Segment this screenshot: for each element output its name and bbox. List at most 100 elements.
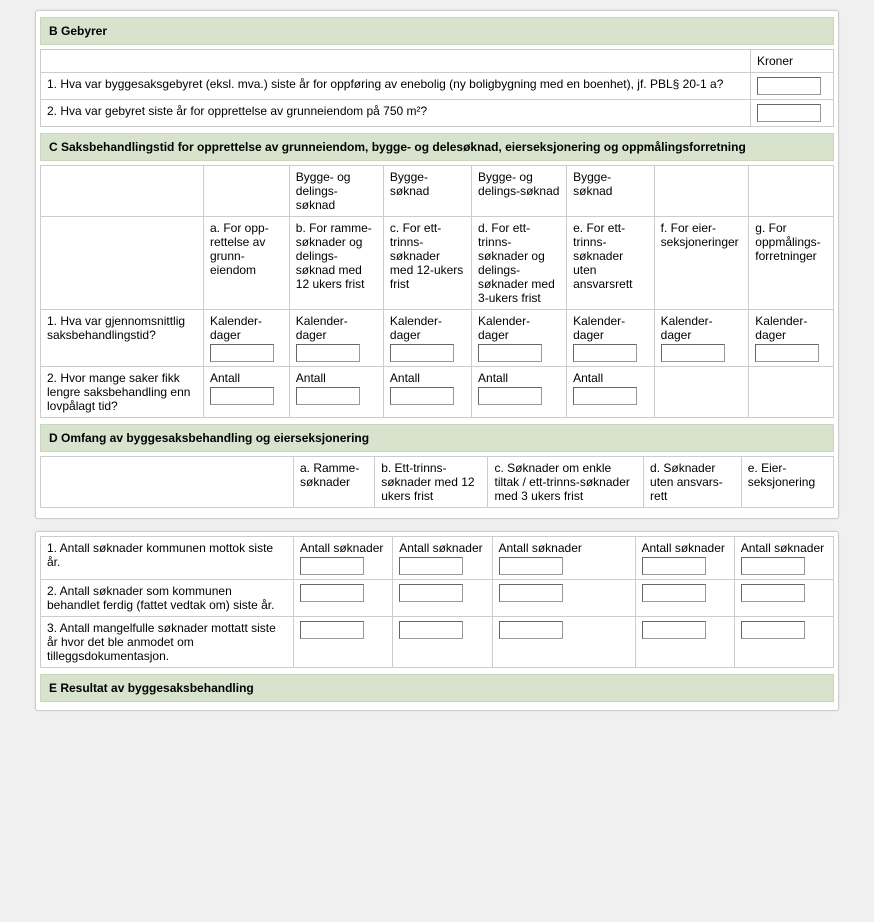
- c-r2c1-input[interactable]: [210, 387, 274, 405]
- d-r3c2: [393, 617, 492, 668]
- c-r1c1: Kalender-dager: [204, 310, 290, 367]
- c-r1c1-input[interactable]: [210, 344, 274, 362]
- section-b-header: B Gebyrer: [40, 17, 834, 45]
- d-col-b: b. Ett-trinns-søknader med 12 ukers fris…: [375, 457, 488, 508]
- panel-bottom: 1. Antall søknader kommunen mottok siste…: [35, 531, 839, 711]
- d-r2c4-input[interactable]: [642, 584, 706, 602]
- d-row2-label: 2. Antall søknader som kommunen behandle…: [41, 580, 294, 617]
- c-sub-1: a. For opp-rettelse av grunn-eiendom: [204, 217, 290, 310]
- b-row2-label: 2. Hva var gebyret siste år for opprette…: [41, 100, 751, 127]
- c-r2c5: Antall: [567, 367, 655, 418]
- c-r1c6-unit: Kalender-dager: [661, 314, 743, 342]
- c-top-1: [204, 166, 290, 217]
- table-d-body: 1. Antall søknader kommunen mottok siste…: [40, 536, 834, 668]
- b-row1-input[interactable]: [757, 77, 821, 95]
- c-top-6: [654, 166, 749, 217]
- c-top-5: Bygge-søknad: [567, 166, 655, 217]
- c-sub-2: b. For ramme-søknader og delings-søknad …: [289, 217, 383, 310]
- d-row3-label: 3. Antall mangelfulle søknader mottatt s…: [41, 617, 294, 668]
- b-row2-input-cell: [751, 100, 834, 127]
- d-r2c5-input[interactable]: [741, 584, 805, 602]
- d-r1c4-unit: Antall søknader: [642, 541, 728, 555]
- col-kroner: Kroner: [751, 50, 834, 73]
- d-r1c5: Antall søknader: [734, 537, 833, 580]
- c-r1c6: Kalender-dager: [654, 310, 749, 367]
- c-row1-label: 1. Hva var gjennomsnittlig saksbehandlin…: [41, 310, 204, 367]
- c-top-0: [41, 166, 204, 217]
- d-r2c1-input[interactable]: [300, 584, 364, 602]
- b-row1-label: 1. Hva var byggesaksgebyret (eksl. mva.)…: [41, 73, 751, 100]
- b-row1-input-cell: [751, 73, 834, 100]
- d-col-e: e. Eier-seksjonering: [741, 457, 833, 508]
- c-r2c3-unit: Antall: [390, 371, 465, 385]
- d-r3c4-input[interactable]: [642, 621, 706, 639]
- d-r1c2-input[interactable]: [399, 557, 463, 575]
- c-r1c3-unit: Kalender-dager: [390, 314, 465, 342]
- empty-cell: [41, 50, 751, 73]
- section-c-header: C Saksbehandlingstid for opprettelse av …: [40, 133, 834, 161]
- d-r1c1-input[interactable]: [300, 557, 364, 575]
- d-r1c2-unit: Antall søknader: [399, 541, 485, 555]
- c-r2c3-input[interactable]: [390, 387, 454, 405]
- d-col-empty: [41, 457, 294, 508]
- c-r2c7: [749, 367, 834, 418]
- c-top-4: Bygge- og delings-søknad: [472, 166, 567, 217]
- c-r1c2-unit: Kalender-dager: [296, 314, 377, 342]
- d-r3c4: [635, 617, 734, 668]
- c-sub-0: [41, 217, 204, 310]
- d-r3c1: [294, 617, 393, 668]
- d-col-c: c. Søknader om enkle tiltak / ett-trinns…: [488, 457, 644, 508]
- c-r2c2: Antall: [289, 367, 383, 418]
- d-r3c1-input[interactable]: [300, 621, 364, 639]
- d-r3c5-input[interactable]: [741, 621, 805, 639]
- c-r1c4-input[interactable]: [478, 344, 542, 362]
- d-r1c4-input[interactable]: [642, 557, 706, 575]
- d-r1c3-input[interactable]: [499, 557, 563, 575]
- d-row1-label: 1. Antall søknader kommunen mottok siste…: [41, 537, 294, 580]
- d-col-a: a. Ramme-søknader: [294, 457, 375, 508]
- c-sub-7: g. For oppmålings-forretninger: [749, 217, 834, 310]
- section-e-header: E Resultat av byggesaksbehandling: [40, 674, 834, 702]
- c-r1c5-input[interactable]: [573, 344, 637, 362]
- c-top-2: Bygge- og delings-søknad: [289, 166, 383, 217]
- table-c: Bygge- og delings-søknad Bygge-søknad By…: [40, 165, 834, 418]
- c-r2c4-input[interactable]: [478, 387, 542, 405]
- b-row2-input[interactable]: [757, 104, 821, 122]
- d-r1c2: Antall søknader: [393, 537, 492, 580]
- c-r1c1-unit: Kalender-dager: [210, 314, 283, 342]
- c-r1c4: Kalender-dager: [472, 310, 567, 367]
- c-sub-6: f. For eier-seksjoneringer: [654, 217, 749, 310]
- c-top-7: [749, 166, 834, 217]
- d-r1c1: Antall søknader: [294, 537, 393, 580]
- d-r1c3-unit: Antall søknader: [499, 541, 629, 555]
- c-row2-label: 2. Hvor mange saker fikk lengre saksbeha…: [41, 367, 204, 418]
- d-r2c1: [294, 580, 393, 617]
- c-r2c6: [654, 367, 749, 418]
- section-d-header: D Omfang av byggesaksbehandling og eiers…: [40, 424, 834, 452]
- c-r1c5-unit: Kalender-dager: [573, 314, 648, 342]
- d-r2c2-input[interactable]: [399, 584, 463, 602]
- c-r1c7-input[interactable]: [755, 344, 819, 362]
- c-r2c2-input[interactable]: [296, 387, 360, 405]
- c-sub-4: d. For ett-trinns-søknader og delings-sø…: [472, 217, 567, 310]
- c-r2c1-unit: Antall: [210, 371, 283, 385]
- d-r3c3: [492, 617, 635, 668]
- d-r1c5-input[interactable]: [741, 557, 805, 575]
- d-col-d: d. Søknader uten ansvars-rett: [644, 457, 742, 508]
- c-top-3: Bygge-søknad: [383, 166, 471, 217]
- d-r1c3: Antall søknader: [492, 537, 635, 580]
- d-r1c1-unit: Antall søknader: [300, 541, 386, 555]
- d-r1c5-unit: Antall søknader: [741, 541, 827, 555]
- table-b: Kroner 1. Hva var byggesaksgebyret (eksl…: [40, 49, 834, 127]
- c-r1c3-input[interactable]: [390, 344, 454, 362]
- d-r3c3-input[interactable]: [499, 621, 563, 639]
- c-r1c4-unit: Kalender-dager: [478, 314, 560, 342]
- c-r1c6-input[interactable]: [661, 344, 725, 362]
- d-r3c2-input[interactable]: [399, 621, 463, 639]
- c-r2c5-input[interactable]: [573, 387, 637, 405]
- c-r1c7-unit: Kalender-dager: [755, 314, 827, 342]
- d-r2c3-input[interactable]: [499, 584, 563, 602]
- c-r1c5: Kalender-dager: [567, 310, 655, 367]
- c-r1c2-input[interactable]: [296, 344, 360, 362]
- d-r2c5: [734, 580, 833, 617]
